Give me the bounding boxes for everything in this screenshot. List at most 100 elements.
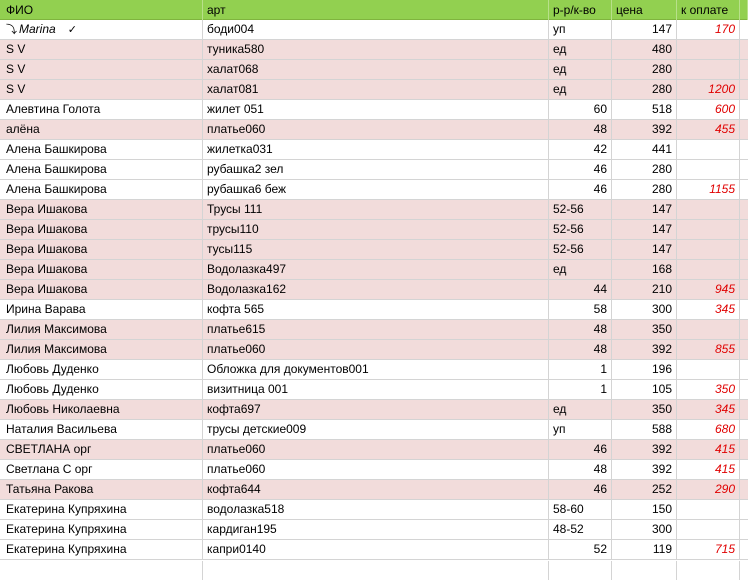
cell-art[interactable]: платье060 [203, 460, 549, 479]
cell-pay[interactable] [677, 320, 740, 339]
cell-pay[interactable] [677, 520, 740, 539]
cell-size[interactable]: ед [549, 40, 612, 59]
cell-pay[interactable] [677, 240, 740, 259]
cell-size[interactable]: 46 [549, 440, 612, 459]
cell-fio[interactable]: Екатерина Купряхина [0, 520, 203, 539]
cell-art[interactable]: платье060 [203, 340, 549, 359]
cell-art[interactable]: боди004 [203, 20, 549, 39]
cell-size[interactable]: 58 [549, 300, 612, 319]
cell-fio[interactable]: Алена Башкирова [0, 140, 203, 159]
cell-pay[interactable] [677, 200, 740, 219]
cell-size[interactable]: ед [549, 400, 612, 419]
cell-size[interactable]: 58-60 [549, 500, 612, 519]
cell-art[interactable]: кофта 565 [203, 300, 549, 319]
empty-cell[interactable] [203, 561, 549, 580]
cell-fio[interactable]: Вера Ишакова [0, 260, 203, 279]
cell-size[interactable]: 42 [549, 140, 612, 159]
cell-pay[interactable] [677, 220, 740, 239]
cell-size[interactable]: 52-56 [549, 220, 612, 239]
cell-pay[interactable] [677, 140, 740, 159]
cell-pay[interactable] [677, 260, 740, 279]
cell-size[interactable]: уп [549, 420, 612, 439]
cell-fio[interactable]: Екатерина Купряхина [0, 500, 203, 519]
cell-pay[interactable]: 415 [677, 460, 740, 479]
cell-size[interactable]: 48 [549, 320, 612, 339]
cell-fio[interactable]: СВЕТЛАНА орг [0, 440, 203, 459]
cell-price[interactable]: 350 [612, 400, 677, 419]
cell-size[interactable]: 48 [549, 120, 612, 139]
cell-pay[interactable] [677, 360, 740, 379]
cell-price[interactable]: 280 [612, 180, 677, 199]
cell-price[interactable]: 168 [612, 260, 677, 279]
cell-price[interactable]: 147 [612, 220, 677, 239]
cell-pay[interactable]: 345 [677, 400, 740, 419]
empty-cell[interactable] [0, 561, 203, 580]
cell-size[interactable]: 52-56 [549, 240, 612, 259]
cell-pay[interactable]: 945 [677, 280, 740, 299]
cell-art[interactable]: Обложка для документов001 [203, 360, 549, 379]
empty-cell[interactable] [612, 561, 677, 580]
cell-price[interactable]: 392 [612, 460, 677, 479]
cell-price[interactable]: 196 [612, 360, 677, 379]
cell-price[interactable]: 252 [612, 480, 677, 499]
cell-fio[interactable]: Вера Ишакова [0, 200, 203, 219]
cell-fio[interactable]: S V [0, 60, 203, 79]
cell-pay[interactable]: 1200 [677, 80, 740, 99]
empty-cell[interactable] [549, 561, 612, 580]
cell-art[interactable]: водолазка518 [203, 500, 549, 519]
cell-pay[interactable] [677, 500, 740, 519]
cell-price[interactable]: 300 [612, 520, 677, 539]
cell-art[interactable]: кофта697 [203, 400, 549, 419]
cell-price[interactable]: 105 [612, 380, 677, 399]
cell-fio[interactable]: Любовь Дуденко [0, 380, 203, 399]
cell-size[interactable]: 48-52 [549, 520, 612, 539]
cell-art[interactable]: халат081 [203, 80, 549, 99]
cell-price[interactable]: 147 [612, 20, 677, 39]
cell-fio[interactable]: Любовь Дуденко [0, 360, 203, 379]
cell-pay[interactable]: 680 [677, 420, 740, 439]
cell-fio[interactable]: Екатерина Купряхина [0, 540, 203, 559]
cell-size[interactable]: 48 [549, 460, 612, 479]
cell-fio[interactable]: алёна [0, 120, 203, 139]
cell-size[interactable]: 1 [549, 360, 612, 379]
cell-art[interactable]: платье060 [203, 120, 549, 139]
cell-fio[interactable]: Алевтина Голота [0, 100, 203, 119]
cell-pay[interactable]: 290 [677, 480, 740, 499]
cell-art[interactable]: халат068 [203, 60, 549, 79]
cell-art[interactable]: кофта644 [203, 480, 549, 499]
header-pay[interactable]: к оплате [677, 0, 740, 20]
cell-fio[interactable]: Лилия Максимова [0, 320, 203, 339]
empty-cell[interactable] [677, 561, 740, 580]
cell-fio[interactable]: Вера Ишакова [0, 280, 203, 299]
cell-size[interactable]: 60 [549, 100, 612, 119]
cell-size[interactable]: 46 [549, 180, 612, 199]
cell-price[interactable]: 280 [612, 160, 677, 179]
cell-fio[interactable]: S V [0, 40, 203, 59]
cell-size[interactable]: 1 [549, 380, 612, 399]
cell-price[interactable]: 147 [612, 240, 677, 259]
cell-pay[interactable]: 600 [677, 100, 740, 119]
cell-fio[interactable]: Лилия Максимова [0, 340, 203, 359]
cell-art[interactable]: тусы115 [203, 240, 549, 259]
cell-art[interactable]: жилетка031 [203, 140, 549, 159]
header-art[interactable]: арт [203, 0, 549, 20]
cell-size[interactable]: ед [549, 260, 612, 279]
cell-art[interactable]: платье060 [203, 440, 549, 459]
cell-art[interactable]: кардиган195 [203, 520, 549, 539]
cell-pay[interactable]: 345 [677, 300, 740, 319]
cell-art[interactable]: Водолазка497 [203, 260, 549, 279]
cell-size[interactable]: 52 [549, 540, 612, 559]
cell-price[interactable]: 392 [612, 120, 677, 139]
cell-price[interactable]: 300 [612, 300, 677, 319]
cell-size[interactable]: 44 [549, 280, 612, 299]
cell-art[interactable]: трусы детские009 [203, 420, 549, 439]
cell-fio[interactable]: ⤵ Marina ✓ [0, 20, 203, 39]
cell-price[interactable]: 392 [612, 340, 677, 359]
cell-art[interactable]: визитница 001 [203, 380, 549, 399]
cell-pay[interactable]: 350 [677, 380, 740, 399]
cell-price[interactable]: 588 [612, 420, 677, 439]
cell-fio[interactable]: Ирина Варава [0, 300, 203, 319]
cell-art[interactable]: туника580 [203, 40, 549, 59]
cell-price[interactable]: 441 [612, 140, 677, 159]
cell-price[interactable]: 280 [612, 60, 677, 79]
